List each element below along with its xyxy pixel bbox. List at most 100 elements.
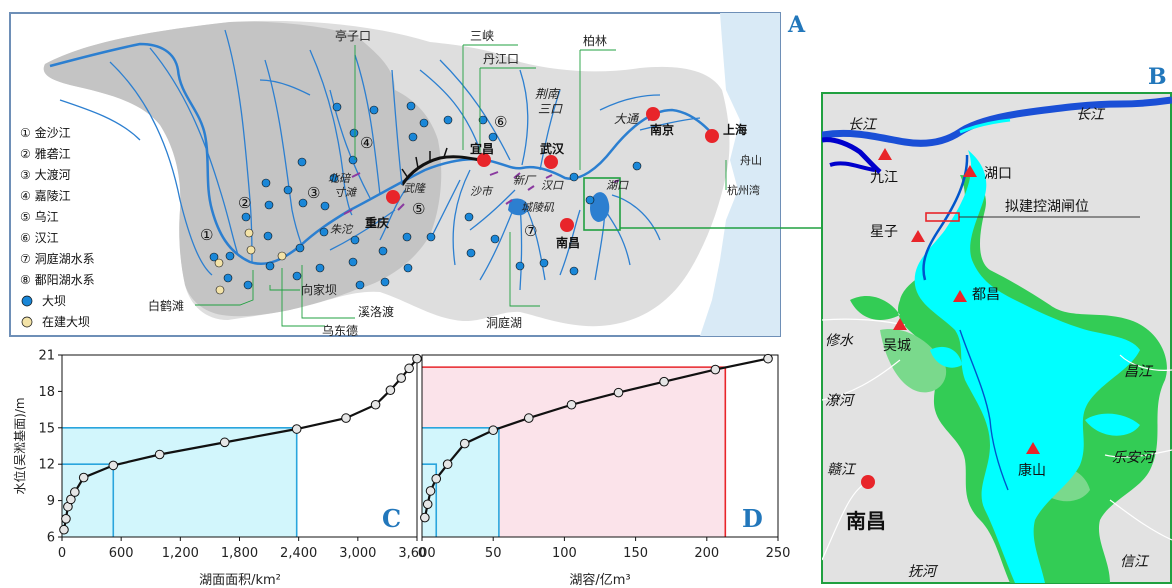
legend-building-dam: 在建大坝 <box>42 315 90 329</box>
city-yichang: 宜昌 <box>470 141 494 156</box>
c-axes-layer: 0 600 1,200 1,800 2,400 3,000 3,600 6 9 12 15 18 21 <box>38 349 435 562</box>
c-y-tick-label: 21 <box>38 349 55 364</box>
station-wucheng <box>893 318 907 330</box>
c-data-point <box>154 449 165 460</box>
label-wulong: 武隆 <box>403 182 427 195</box>
d-data-point <box>566 399 577 410</box>
d-series-layer <box>420 353 773 523</box>
city-chongqing: 重庆 <box>365 215 389 230</box>
upper-basin-area <box>43 21 442 317</box>
label-xiangjiaba: 向家坝 <box>301 282 337 297</box>
legend-river-7: ⑦ 洞庭湖水系 <box>20 251 95 266</box>
panel-a-map: ① ② ③ ④ ⑤ ⑥ ⑦ 重庆 宜昌 武汉 南昌 南京 上海 亭子口 三峡 丹… <box>9 12 781 337</box>
c-y-tick-label: 12 <box>38 458 55 473</box>
b-station-wucheng: 吴城 <box>883 338 911 354</box>
map-number-3: ③ <box>307 184 320 202</box>
c-data-point <box>66 494 76 505</box>
d-data-point <box>613 387 624 398</box>
d-x-tick-label: 250 <box>766 546 791 561</box>
c-y-tick-label: 15 <box>38 421 55 436</box>
c-x-tick-label: 3,600 <box>398 546 435 561</box>
label-chenglingji: 城陵矶 <box>521 201 555 214</box>
panel-d-chart: 0 50 100 150 200 250 湖容/亿m³ D <box>418 353 791 588</box>
d-reference-layer <box>422 366 727 537</box>
c-reference-layer <box>62 426 298 537</box>
label-zhutuo: 朱沱 <box>330 223 354 236</box>
panel-b-map: 拟建控湖闸位 长江 长江 湖口 九江 星子 都昌 吴城 康山 修水 潦河 赣江 … <box>821 92 1172 584</box>
poyang-highlight-box <box>583 177 621 231</box>
d-data-point <box>763 353 773 364</box>
legend-river-8: ⑧ 鄱阳湖水系 <box>20 272 95 287</box>
c-data-point <box>385 385 396 395</box>
b-station-kangshan: 康山 <box>1018 462 1046 479</box>
d-x-tick-label: 100 <box>552 546 577 561</box>
c-y-tick-label: 9 <box>47 494 55 509</box>
c-y-tick-label: 18 <box>38 385 55 400</box>
c-x-tick-label: 0 <box>58 546 66 561</box>
label-danjiangkou: 丹江口 <box>483 52 519 66</box>
label-jingnan: 荆南 <box>535 87 561 101</box>
label-hukou-a: 湖口 <box>606 179 629 192</box>
label-beibei: 北碚 <box>328 172 352 185</box>
station-kangshan <box>1026 442 1040 454</box>
label-sluice: 拟建控湖闸位 <box>1005 199 1089 215</box>
c-y-tick-label: 6 <box>47 531 55 546</box>
c-data-point <box>412 353 422 364</box>
legend-river-6: ⑥ 汉江 <box>20 231 59 245</box>
label-tingzikou: 亭子口 <box>335 28 371 43</box>
station-duchang <box>953 290 967 302</box>
d-data-point <box>659 376 669 387</box>
poyang-lake-small <box>590 192 610 222</box>
ocean-area <box>700 13 780 336</box>
b-river-changjiang-1: 长江 <box>848 117 878 133</box>
label-shashi: 沙市 <box>470 185 494 198</box>
map-number-7: ⑦ <box>524 222 537 240</box>
d-data-point <box>488 425 499 436</box>
label-xiluodu: 溪洛渡 <box>358 304 394 319</box>
c-x-tick-label: 600 <box>109 546 134 561</box>
station-jiujiang <box>878 148 892 160</box>
d-data-point <box>459 438 470 449</box>
label-cuntan: 寸滩 <box>334 186 358 199</box>
c-series-layer <box>59 353 422 535</box>
legend-building-dam-icon <box>21 316 33 328</box>
b-river-changjiang-jx: 昌江 <box>1124 364 1154 380</box>
legend-dam: 大坝 <box>42 294 66 308</box>
d-data-point <box>425 486 436 496</box>
c-x-tick-label: 1,800 <box>221 546 258 561</box>
c-xlabel: 湖面面积/km² <box>199 573 281 588</box>
c-data-point <box>404 363 414 374</box>
label-hankou: 汉口 <box>541 179 564 192</box>
b-river-xinjiang: 信江 <box>1120 554 1150 570</box>
map-number-2: ② <box>238 194 251 212</box>
b-station-xingzi: 星子 <box>870 224 898 240</box>
map-number-6: ⑥ <box>494 113 507 131</box>
legend-river-3: ③ 大渡河 <box>20 167 71 182</box>
legend-dam-icon <box>21 295 33 307</box>
c-data-point <box>59 524 69 535</box>
map-legend: ① 金沙江 ② 雅砻江 ③ 大渡河 ④ 嘉陵江 ⑤ 乌江 ⑥ 汉江 ⑦ 洞庭湖水… <box>20 125 95 329</box>
label-baihetan: 白鹤滩 <box>148 298 184 313</box>
d-x-tick-label: 150 <box>623 546 648 561</box>
c-x-tick-label: 3,000 <box>339 546 376 561</box>
b-river-liaohe: 潦河 <box>825 393 856 409</box>
label-zhoushan: 舟山 <box>740 153 762 167</box>
c-data-point <box>341 413 351 423</box>
panel-letter-a: A <box>787 12 806 38</box>
d-xlabel: 湖容/亿m³ <box>569 572 630 588</box>
b-river-leanhe: 乐安河 <box>1112 450 1157 466</box>
d-data-point <box>710 364 721 375</box>
city-nanjing: 南京 <box>650 122 674 137</box>
lake-marsh-pale <box>880 329 1090 502</box>
map-number-4: ④ <box>360 134 373 152</box>
label-hangzhouwan: 杭州湾 <box>727 183 760 197</box>
label-dongtinghu: 洞庭湖 <box>486 315 522 330</box>
map-number-5: ⑤ <box>412 200 425 218</box>
city-shanghai: 上海 <box>723 122 747 137</box>
yangtze-in-b <box>822 96 1172 147</box>
d-ref-line <box>422 463 438 537</box>
b-station-hukou: 湖口 <box>984 166 1012 182</box>
lake-water <box>914 150 1140 583</box>
legend-river-1: ① 金沙江 <box>20 125 71 140</box>
